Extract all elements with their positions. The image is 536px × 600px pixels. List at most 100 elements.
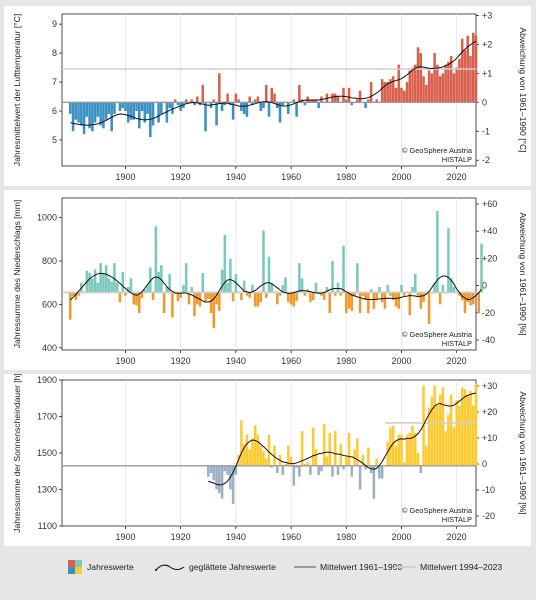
bar <box>171 102 174 114</box>
legend-smoothed-line <box>155 564 185 571</box>
y2-axis-label: Abweichung von 1961–1990 [°C] <box>518 27 528 152</box>
bar <box>414 64 417 103</box>
bar <box>251 102 254 106</box>
y-tick-label: 800 <box>42 256 57 266</box>
bar <box>273 93 276 103</box>
y2-tick-label: 0 <box>482 97 487 107</box>
bar <box>245 292 249 296</box>
bar <box>207 292 210 299</box>
bar <box>204 292 207 303</box>
bar <box>212 465 216 481</box>
x-tick-label: 1980 <box>336 172 356 182</box>
bar <box>176 292 180 302</box>
bar <box>160 102 163 114</box>
bar <box>129 278 133 293</box>
bar <box>427 407 431 466</box>
bar <box>474 383 478 466</box>
bar <box>69 292 72 320</box>
bar <box>226 282 229 293</box>
bar <box>220 102 224 111</box>
bar <box>306 462 309 466</box>
bar <box>160 265 163 293</box>
y2-tick-label: 0 <box>482 281 487 291</box>
legend-mean-ref-label: Mittelwert 1961–1990 <box>320 562 402 572</box>
bar <box>419 53 423 103</box>
bar <box>436 211 439 293</box>
legend-mean-recent-label: Mittelwert 1994–2023 <box>420 562 502 572</box>
x-tick-label: 1940 <box>226 356 246 366</box>
x-tick-label: 1900 <box>115 532 135 542</box>
bar <box>292 99 296 103</box>
bar <box>331 465 334 477</box>
bar <box>237 99 240 103</box>
bar <box>162 292 166 314</box>
bar <box>135 102 138 111</box>
bar <box>441 387 445 466</box>
bar <box>129 102 133 120</box>
bar <box>173 99 177 103</box>
bar <box>74 292 78 301</box>
bar <box>303 102 307 106</box>
bar <box>471 405 475 466</box>
bar <box>452 427 456 466</box>
bar <box>245 434 249 466</box>
y-tick-label: 1500 <box>37 448 57 458</box>
bar <box>309 465 312 475</box>
bar <box>419 292 423 309</box>
bar <box>369 289 373 293</box>
bar <box>471 32 475 103</box>
precipitation-panel: 1900 1920 1940 1960 1980 2000 2020 400 600 800 100… <box>4 190 531 370</box>
bar <box>215 292 218 305</box>
credit-geosphere: © GeoSphere Austria <box>402 506 473 515</box>
y2-tick-label: -2 <box>482 155 490 165</box>
y-tick-label: 6 <box>52 106 57 116</box>
bar <box>171 292 174 318</box>
bar <box>455 400 458 466</box>
bar <box>287 445 290 466</box>
bar <box>347 432 351 466</box>
bar <box>121 102 124 109</box>
bar <box>267 434 271 466</box>
bar <box>223 102 227 106</box>
bar <box>460 387 464 466</box>
bar <box>242 102 246 114</box>
bar <box>386 442 389 466</box>
bar <box>411 425 414 466</box>
precipitation-chart: 1900 1920 1940 1960 1980 2000 2020 400 600 800 100… <box>12 197 528 366</box>
bar <box>372 292 376 309</box>
bar <box>358 465 362 490</box>
bar <box>242 280 246 293</box>
bar <box>414 274 417 293</box>
bar <box>195 96 199 103</box>
bar <box>309 99 312 103</box>
bar <box>458 58 461 103</box>
bar <box>361 454 365 466</box>
y-axis-label: Jahresmittelwert der Lufttemperatur [°C] <box>12 14 22 166</box>
bar <box>82 102 86 135</box>
x-tick-label: 1920 <box>171 532 191 542</box>
bar <box>411 287 414 293</box>
bar <box>154 226 158 293</box>
bar <box>253 292 257 307</box>
bar <box>218 292 221 311</box>
legend-annual-label: Jahreswerte <box>87 562 134 572</box>
bar <box>140 102 144 111</box>
bar <box>449 55 453 103</box>
bar <box>287 292 290 303</box>
bar <box>342 245 345 293</box>
bar <box>149 267 152 293</box>
bar <box>317 102 320 109</box>
x-tick-label: 2020 <box>447 356 467 366</box>
sunshine-chart: 1900 1920 1940 1960 1980 2000 2020 1100 1300 1500… <box>12 374 528 542</box>
bar <box>71 292 75 296</box>
y2-tick-label: +1 <box>482 68 492 78</box>
bar <box>314 282 318 293</box>
y2-tick-label: +20 <box>482 253 497 263</box>
plot-frame <box>61 13 477 167</box>
bar <box>295 102 298 117</box>
bar <box>85 102 89 117</box>
bar <box>466 394 469 466</box>
bar <box>157 102 160 123</box>
bar <box>438 292 442 305</box>
bar <box>356 263 359 293</box>
